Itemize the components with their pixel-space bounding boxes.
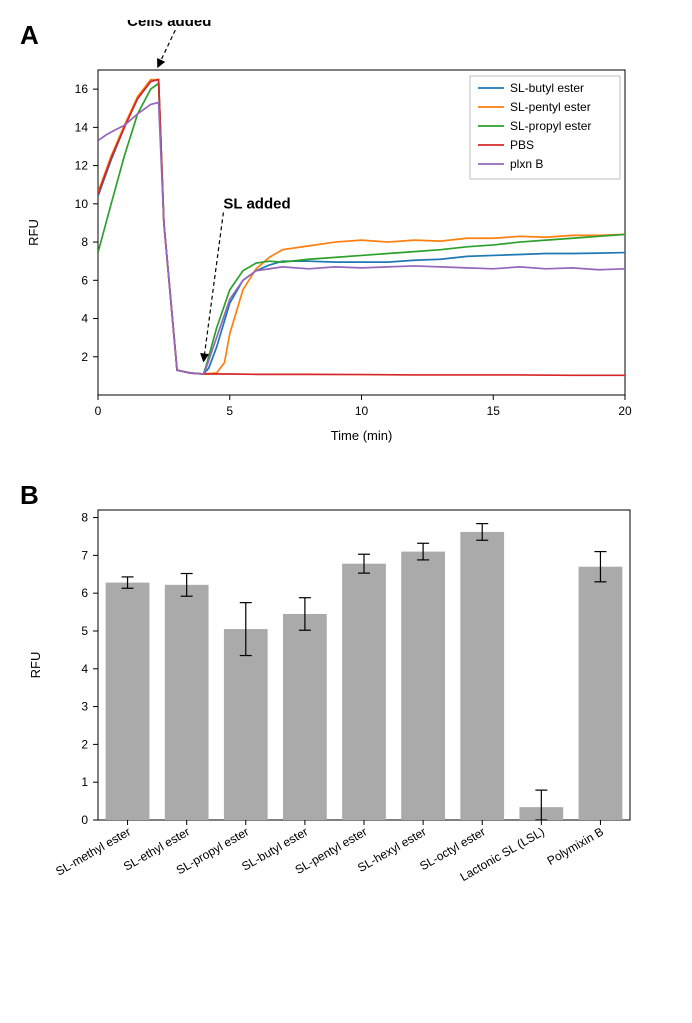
bar-category-label: SL-methyl ester bbox=[53, 824, 133, 878]
bar bbox=[342, 564, 386, 820]
svg-text:2: 2 bbox=[81, 350, 88, 364]
legend-item: SL-butyl ester bbox=[510, 81, 584, 95]
annotation-text: Cells added bbox=[127, 20, 211, 30]
legend-item: PBS bbox=[510, 138, 534, 152]
legend-item: plxn B bbox=[510, 157, 543, 171]
svg-text:20: 20 bbox=[618, 404, 632, 418]
svg-text:RFU: RFU bbox=[28, 652, 43, 679]
svg-text:0: 0 bbox=[81, 813, 88, 827]
svg-text:6: 6 bbox=[81, 586, 88, 600]
svg-text:1: 1 bbox=[81, 775, 88, 789]
bar bbox=[165, 585, 209, 820]
svg-text:10: 10 bbox=[75, 197, 89, 211]
svg-text:8: 8 bbox=[81, 511, 88, 525]
svg-text:14: 14 bbox=[75, 120, 89, 134]
svg-text:16: 16 bbox=[75, 82, 89, 96]
svg-text:4: 4 bbox=[81, 662, 88, 676]
legend-item: SL-pentyl ester bbox=[510, 100, 591, 114]
line-chart-a: 2 4 6 8 10 12 14 16 0 5 10 15 20 Time (min) RFU Cells a… bbox=[10, 20, 650, 450]
svg-text:0: 0 bbox=[95, 404, 102, 418]
bar bbox=[579, 567, 623, 820]
svg-text:6: 6 bbox=[81, 273, 88, 287]
svg-text:2: 2 bbox=[81, 737, 88, 751]
bar bbox=[224, 629, 268, 820]
svg-text:15: 15 bbox=[487, 404, 501, 418]
bar bbox=[460, 532, 504, 820]
svg-text:10: 10 bbox=[355, 404, 369, 418]
svg-text:8: 8 bbox=[81, 235, 88, 249]
svg-text:5: 5 bbox=[226, 404, 233, 418]
panel-a-label: A bbox=[20, 20, 39, 51]
svg-text:4: 4 bbox=[81, 312, 88, 326]
bar-chart-b: 012345678RFUSL-methyl esterSL-ethyl este… bbox=[10, 490, 650, 950]
svg-text:3: 3 bbox=[81, 700, 88, 714]
bar bbox=[401, 552, 445, 820]
bar bbox=[106, 583, 150, 820]
panel-b: B 012345678RFUSL-methyl esterSL-ethyl es… bbox=[10, 490, 682, 950]
panel-b-label: B bbox=[20, 480, 39, 511]
svg-text:Time (min): Time (min) bbox=[331, 428, 393, 443]
bar bbox=[283, 614, 327, 820]
svg-text:RFU: RFU bbox=[26, 219, 41, 246]
annotation-text: SL added bbox=[223, 196, 290, 213]
svg-text:7: 7 bbox=[81, 548, 88, 562]
legend-item: SL-propyl ester bbox=[510, 119, 591, 133]
svg-text:12: 12 bbox=[75, 159, 89, 173]
svg-text:5: 5 bbox=[81, 624, 88, 638]
bar-category-label: Polymixin B bbox=[545, 824, 606, 867]
panel-a: A 2 4 6 8 10 12 14 16 0 5 10 15 20 Time (min) RFU Cells… bbox=[10, 20, 682, 450]
